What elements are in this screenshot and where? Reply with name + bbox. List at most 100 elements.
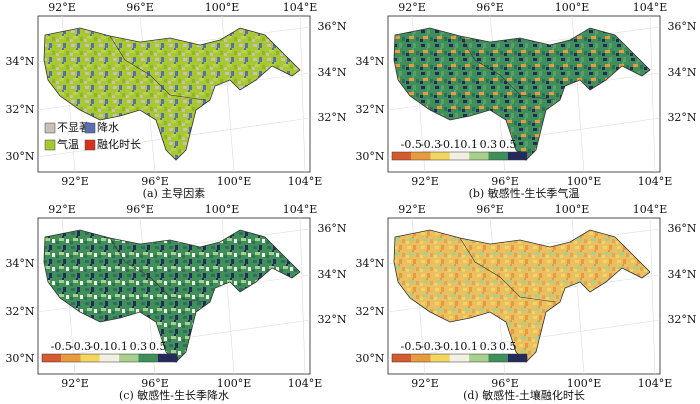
colorbar-label: 0.3 (480, 138, 498, 151)
lat-label: 34°N (5, 55, 34, 68)
legend-swatch (84, 122, 96, 134)
colorbar-frame (391, 151, 528, 161)
map-panel: 92°E 96°E 100°E 104°E 92°E 96°E 100°E 104°E 34°N… (5, 203, 346, 402)
study-region (43, 27, 301, 161)
colorbar-segment (469, 152, 489, 160)
colorbar-segment (42, 354, 62, 362)
lat-label: 34°N (317, 66, 346, 79)
colorbar-label: -0.5 (401, 340, 422, 353)
panel-caption: (a) 主导因素 (143, 187, 206, 200)
map-panel: 92°E 96°E 100°E 104°E 92°E 96°E 100°E 104°E 34°N… (355, 203, 696, 402)
colorbar-label: -0.5 (401, 138, 422, 151)
lat-label: 32°N (355, 103, 384, 116)
colorbar-label: -0.3 (70, 340, 91, 353)
lon-label: 100°E (567, 175, 602, 188)
lon-label: 96°E (491, 377, 519, 390)
lat-label: 32°N (667, 313, 696, 326)
colorbar-label: 0.1 (110, 340, 128, 353)
colorbar-label: -0.5 (51, 340, 72, 353)
legend-label: 不显著 (57, 120, 90, 134)
panel-caption: (b) 敏感性-生长季气温 (469, 186, 580, 200)
study-region (393, 27, 651, 161)
colorbar-label: 0.1 (460, 138, 478, 151)
sub-boundary (109, 35, 206, 101)
lon-label: 104°E (283, 1, 318, 14)
lat-label: 34°N (317, 268, 346, 281)
lat-label: 34°N (5, 257, 34, 270)
lon-label: 96°E (141, 175, 169, 188)
lat-label: 30°N (5, 150, 34, 163)
lon-label: 100°E (567, 377, 602, 390)
colorbar-label: 0.5 (149, 340, 167, 353)
colorbar-frame (391, 353, 528, 363)
colorbar-segment (99, 354, 120, 362)
sub-boundary (109, 237, 206, 303)
graticule (299, 15, 306, 173)
legend-label: 降水 (97, 120, 119, 134)
colorbar-label: -0.1 (439, 340, 460, 353)
colorbar-segment (507, 152, 527, 160)
colorbar-segment (449, 354, 470, 362)
legend-swatch (44, 122, 56, 134)
graticule (649, 15, 656, 173)
lon-label: 92°E (398, 203, 426, 216)
map-panel: 92°E 96°E 100°E 104°E 92°E 96°E 100°E 104°E 34°N… (355, 1, 696, 200)
lon-label: 92°E (48, 203, 76, 216)
lon-label: 92°E (411, 175, 439, 188)
lat-label: 36°N (317, 222, 346, 235)
legend-swatch (44, 139, 56, 151)
colorbar-segment (449, 152, 470, 160)
legend-label: 融化时长 (97, 137, 141, 151)
lat-label: 36°N (667, 20, 696, 33)
colorbar-label: -0.1 (89, 340, 110, 353)
colorbar-segment (430, 152, 450, 160)
sub-boundary (459, 35, 556, 101)
lat-label: 32°N (5, 305, 34, 318)
lon-label: 104°E (633, 1, 668, 14)
lat-label: 32°N (317, 313, 346, 326)
lon-label: 92°E (411, 377, 439, 390)
colorbar-segment (119, 354, 139, 362)
lat-label: 30°N (355, 352, 384, 365)
colorbar-label: 0.5 (499, 340, 517, 353)
lat-label: 32°N (317, 111, 346, 124)
lon-label: 104°E (638, 175, 673, 188)
lon-label: 104°E (288, 175, 323, 188)
lon-label: 104°E (283, 203, 318, 216)
lat-label: 34°N (667, 66, 696, 79)
colorbar-segment (138, 354, 158, 362)
lon-label: 96°E (126, 1, 154, 14)
colorbar-segment (392, 354, 412, 362)
colorbar-label: 0.3 (130, 340, 148, 353)
colorbar-label: 0.5 (499, 138, 517, 151)
lat-label: 36°N (317, 20, 346, 33)
lat-label: 32°N (355, 305, 384, 318)
lon-label: 92°E (398, 1, 426, 14)
legend-label: 气温 (57, 137, 79, 151)
lon-label: 100°E (555, 203, 590, 216)
colorbar-segment (80, 354, 100, 362)
study-region (43, 229, 301, 363)
graticule (649, 217, 656, 375)
map-panel: 92°E 96°E 100°E 104°E 92°E 96°E 100°E 104°E 34°N… (5, 1, 346, 200)
lon-label: 100°E (205, 1, 240, 14)
lat-label: 30°N (355, 150, 384, 163)
lon-label: 96°E (126, 203, 154, 216)
lon-label: 104°E (633, 203, 668, 216)
lon-label: 92°E (61, 377, 89, 390)
colorbar-segment (488, 354, 508, 362)
lat-label: 34°N (667, 268, 696, 281)
colorbar-segment (392, 152, 412, 160)
study-region (393, 229, 651, 363)
lat-label: 36°N (667, 222, 696, 235)
panel-caption: (d) 敏感性-土壤融化时长 (463, 388, 585, 402)
lat-label: 32°N (667, 111, 696, 124)
lon-label: 96°E (476, 1, 504, 14)
legend-swatch (84, 139, 96, 151)
colorbar-segment (507, 354, 527, 362)
lon-label: 100°E (555, 1, 590, 14)
colorbar-label: 0.1 (460, 340, 478, 353)
lon-label: 96°E (476, 203, 504, 216)
lon-label: 104°E (638, 377, 673, 390)
lon-label: 100°E (205, 203, 240, 216)
